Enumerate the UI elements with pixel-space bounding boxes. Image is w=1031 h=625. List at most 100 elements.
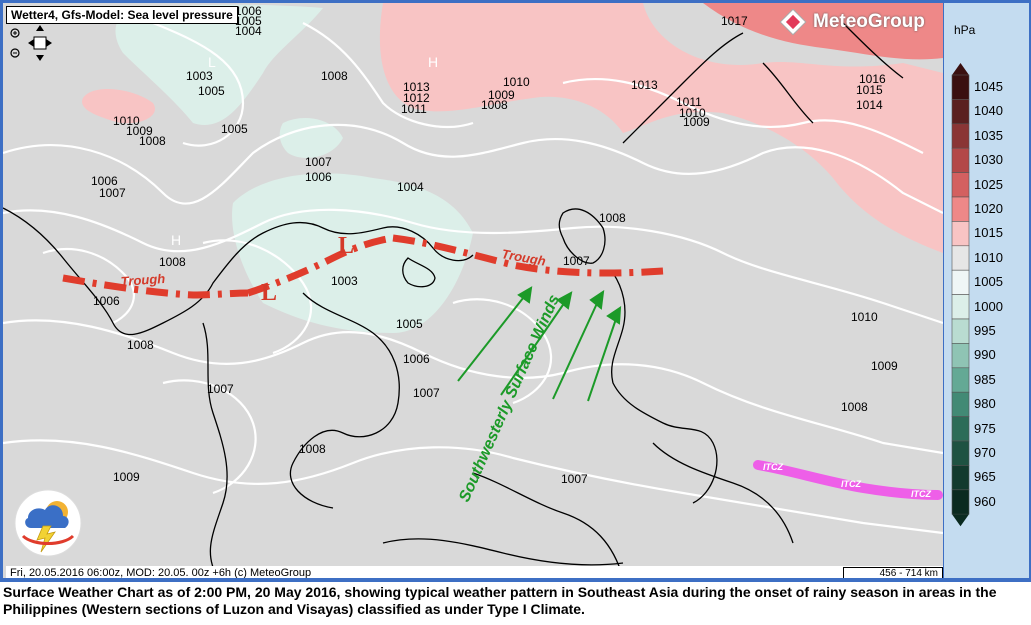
legend-label: 975: [974, 420, 996, 436]
trough-line-west: [62, 274, 249, 299]
legend-top-arrow: [952, 63, 969, 75]
trough-line-center: [246, 234, 394, 297]
isobar-label: 1007: [305, 155, 332, 169]
itcz-label-1: ITCZ: [763, 462, 783, 472]
low-pressure-area-3: [279, 118, 343, 158]
isobar-label: 1006: [305, 170, 332, 184]
pressure-legend: hPa 1045 1040 1035 1030 1025 1020 1015 1010 1005…: [944, 3, 1029, 578]
legend-label: 970: [974, 445, 996, 460]
footer-bar: Fri, 20.05.2016 06:00z, MOD: 20.05. 00z …: [6, 566, 943, 578]
isobar-label: 1003: [331, 274, 358, 288]
isobar-label: 1008: [127, 338, 154, 352]
legend-label: 1015: [974, 225, 1003, 241]
isobar-label: 1008: [321, 69, 348, 83]
legend-label: 990: [974, 347, 996, 363]
legend-label: 965: [974, 469, 996, 485]
isobar-label: 1007: [561, 472, 588, 486]
legend-swatch: [951, 74, 970, 100]
legend-swatch: [951, 269, 970, 295]
meteogroup-logo: [778, 8, 943, 37]
legend-swatch: [951, 465, 970, 491]
model-run-info: Fri, 20.05.2016 06:00z, MOD: 20.05. 00z …: [10, 567, 312, 578]
legend-swatch: [951, 147, 970, 173]
legend-swatch: [951, 489, 970, 515]
isobar-label: 1004: [397, 180, 424, 194]
isobar-label: 1007: [413, 386, 440, 400]
isobar-label: 1008: [841, 400, 868, 414]
high-pressure-area-west: [82, 88, 155, 124]
isobar-label: 1008: [481, 98, 508, 112]
map-title: Wetter4, Gfs-Model: Sea level pressure: [6, 6, 238, 24]
high-symbol-2: H: [171, 232, 181, 248]
legend-label: 1045: [974, 79, 1003, 94]
legend-swatch: [951, 416, 970, 442]
isobar-label: 1008: [599, 211, 626, 225]
pan-down-icon: [36, 55, 44, 61]
isobar-label: 1009: [871, 359, 898, 373]
meteogroup-logo-icon: [779, 8, 807, 36]
agency-seal-icon: [14, 489, 82, 557]
isobar-label: 1010: [851, 310, 878, 324]
wind-arrows: [457, 286, 622, 402]
legend-label: 1035: [974, 127, 1003, 143]
isobar-label: 1004: [235, 24, 262, 38]
legend-label: 1025: [974, 176, 1003, 192]
isobar-label: 1015: [856, 83, 883, 97]
isobar-label: 1011: [676, 95, 702, 109]
itcz-label-3: ITCZ: [911, 489, 931, 499]
isobar-label: 1007: [563, 254, 590, 268]
high-pressure-core-north: [703, 3, 943, 60]
legend-swatch: [951, 391, 970, 417]
isobar-label: 1011: [401, 102, 427, 116]
legend-swatch: [951, 294, 970, 320]
itcz-line: [753, 460, 943, 500]
high-pressure-area-north: [379, 3, 943, 253]
scale-bar: 456 - 714 km: [843, 567, 943, 578]
legend-label: 1030: [974, 152, 1003, 168]
legend-label: 985: [974, 371, 996, 387]
isobar-label: 1016: [859, 72, 886, 86]
zoom-pan-control[interactable]: [8, 25, 58, 63]
map-canvas: Trough Trough L L Southwesterly Surface …: [3, 3, 943, 578]
legend-label: 995: [974, 323, 996, 338]
high-symbol-1: H: [428, 54, 438, 70]
isobar-label: 1010: [503, 75, 530, 89]
legend-label: 1020: [974, 201, 1003, 216]
isobar-label: 1006: [91, 174, 118, 188]
legend-swatch: [951, 123, 970, 149]
isobar-label: 1008: [159, 255, 186, 269]
legend-scale: [951, 63, 970, 527]
low-symbol-faint: L: [208, 54, 216, 70]
legend-swatch: [951, 99, 970, 125]
legend-label: 980: [974, 396, 996, 412]
isobar-label: 1013: [403, 80, 430, 94]
isobar-label: 1009: [126, 124, 153, 138]
isobar-label: 1005: [198, 84, 225, 98]
isobar-label: 1012: [403, 91, 430, 105]
isobar-label: 1013: [631, 78, 658, 92]
isobar-label: 1008: [299, 442, 326, 456]
coastlines: [3, 22, 904, 578]
legend-swatch: [951, 367, 970, 393]
isobar-label: 1006: [93, 294, 120, 308]
isobar-label: 1003: [186, 69, 213, 83]
legend-swatch: [951, 318, 970, 344]
isobar-label: 1005: [235, 14, 262, 28]
legend-bottom-arrow: [952, 514, 969, 527]
pressure-map[interactable]: Trough Trough L L Southwesterly Surface …: [3, 3, 943, 578]
isobar-label: 1009: [488, 88, 515, 102]
isobar-label: 1014: [856, 98, 883, 112]
legend-unit: hPa: [954, 23, 976, 37]
trough-label-west: Trough: [120, 271, 166, 289]
isobar-label: 1009: [113, 470, 140, 484]
zoom-in-icon: [10, 28, 20, 38]
itcz-label-2: ITCZ: [841, 479, 861, 489]
winds-label: Southwesterly Surface Winds: [456, 292, 563, 504]
legend-swatch: [951, 196, 970, 222]
isobar-label: 1009: [683, 115, 710, 129]
legend-swatch: [951, 221, 970, 247]
isobar-label: 1017: [721, 14, 748, 28]
legend-swatch: [951, 245, 970, 271]
isobar-label: 1010: [113, 114, 140, 128]
isobar-label: 1005: [396, 317, 423, 331]
